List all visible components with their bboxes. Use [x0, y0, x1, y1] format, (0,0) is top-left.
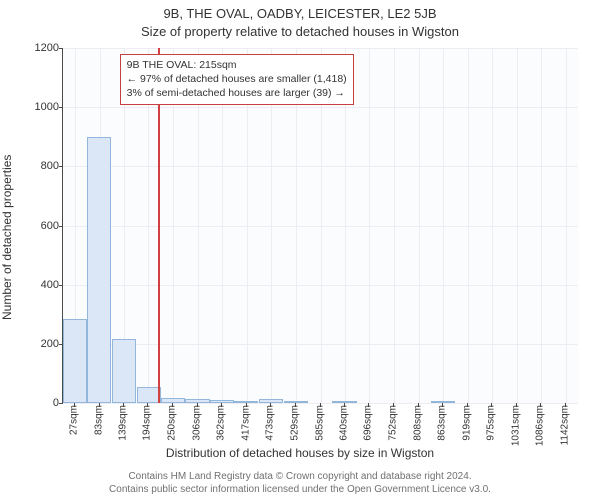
- gridline-vertical: [492, 48, 493, 403]
- x-tick-label: 1086sqm: [535, 405, 546, 446]
- x-tick-label: 362sqm: [216, 405, 227, 441]
- histogram-bar: [87, 137, 111, 403]
- x-tick-label: 306sqm: [191, 405, 202, 441]
- x-tick-label: 473sqm: [265, 405, 276, 441]
- histogram-bar: [112, 339, 136, 403]
- annotation-box: 9B THE OVAL: 215sqm← 97% of detached hou…: [120, 54, 354, 105]
- histogram-bar: [63, 319, 87, 403]
- x-tick-label: 417sqm: [240, 405, 251, 441]
- gridline-vertical: [566, 48, 567, 403]
- y-tick-label: 1200: [19, 42, 59, 54]
- y-tick-label: 200: [19, 338, 59, 350]
- gridline-vertical: [468, 48, 469, 403]
- y-tick-label: 600: [19, 220, 59, 232]
- x-tick-label: 250sqm: [167, 405, 178, 441]
- footer-line-1: Contains HM Land Registry data © Crown c…: [0, 470, 600, 483]
- x-tick-label: 27sqm: [68, 405, 79, 435]
- x-tick-label: 1142sqm: [559, 405, 570, 445]
- x-tick-label: 752sqm: [388, 405, 399, 441]
- x-tick-label: 1031sqm: [510, 405, 521, 446]
- gridline-vertical: [419, 48, 420, 403]
- x-tick-label: 83sqm: [93, 405, 104, 435]
- x-tick-label: 139sqm: [118, 405, 129, 441]
- x-tick-label: 585sqm: [314, 405, 325, 441]
- footer-line-2: Contains public sector information licen…: [0, 483, 600, 496]
- y-tick-label: 800: [19, 160, 59, 172]
- x-tick-label: 640sqm: [338, 405, 349, 441]
- gridline-vertical: [394, 48, 395, 403]
- title-address: 9B, THE OVAL, OADBY, LEICESTER, LE2 5JB: [0, 6, 600, 21]
- gridline-vertical: [517, 48, 518, 403]
- gridline-vertical: [369, 48, 370, 403]
- y-tick-label: 1000: [19, 101, 59, 113]
- histogram-plot: 9B THE OVAL: 215sqm← 97% of detached hou…: [62, 48, 578, 404]
- title-subtitle: Size of property relative to detached ho…: [0, 24, 600, 39]
- y-axis-label: Number of detached properties: [0, 65, 14, 230]
- gridline-horizontal: [63, 403, 578, 404]
- annotation-line: 3% of semi-detached houses are larger (3…: [127, 86, 347, 100]
- x-tick-label: 529sqm: [289, 405, 300, 441]
- x-tick-label: 975sqm: [486, 405, 497, 441]
- y-tick-label: 0: [19, 397, 59, 409]
- x-tick-label: 696sqm: [363, 405, 374, 441]
- gridline-vertical: [443, 48, 444, 403]
- annotation-line: 9B THE OVAL: 215sqm: [127, 58, 347, 72]
- x-tick-label: 808sqm: [412, 405, 423, 441]
- gridline-vertical: [541, 48, 542, 403]
- x-axis-label: Distribution of detached houses by size …: [0, 446, 600, 460]
- y-tick-label: 400: [19, 279, 59, 291]
- x-tick-label: 863sqm: [436, 405, 447, 441]
- annotation-line: ← 97% of detached houses are smaller (1,…: [127, 72, 347, 86]
- x-tick-label: 919sqm: [461, 405, 472, 441]
- attribution-footer: Contains HM Land Registry data © Crown c…: [0, 470, 600, 496]
- x-tick-label: 194sqm: [142, 405, 153, 441]
